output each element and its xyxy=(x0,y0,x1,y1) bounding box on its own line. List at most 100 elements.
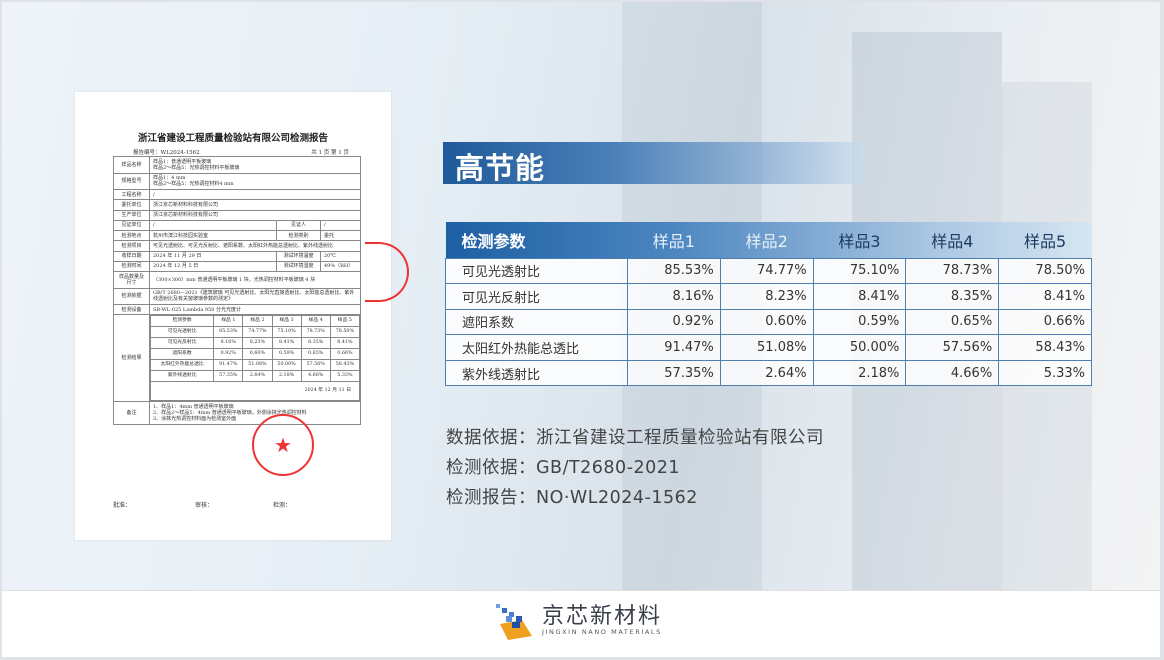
report-key: 检测类别 xyxy=(276,229,321,242)
report-row: 生产单位 浙江京芯新材料科技有限公司 xyxy=(113,209,361,221)
value-cell: 74.77% xyxy=(719,257,814,285)
note-line: 1、样品1：4mm 普通透明平板玻璃 xyxy=(153,403,234,410)
report-key: 备注 xyxy=(113,401,150,425)
subtable-value: 0.59% xyxy=(271,348,302,361)
report-value: / xyxy=(320,219,361,232)
report-row: 检测结果 检测参数 样品 1 样品 2 样品 3 样品 4 样品 5 可见光透射比 85.53%… xyxy=(113,314,361,403)
report-value: 杭州市滨江科技园实验室 xyxy=(149,229,277,242)
report-row: 样品数量及尺寸 （300×300）mm 普通透明平板玻璃 1 块，光热调控材料平板… xyxy=(113,271,361,289)
result-date: 2024 年 12 月 11 日 xyxy=(150,381,360,402)
subtable-value: 57.56% xyxy=(300,359,331,372)
value-cell: 91.47% xyxy=(627,334,721,361)
report-key: 测试环境温度 xyxy=(276,250,321,262)
value-cell: 8.23% xyxy=(719,283,814,310)
param-cell: 太阳红外热能总透比 xyxy=(445,334,628,361)
logo-text-en: JINGXIN NANO MATERIALS xyxy=(542,628,662,636)
header-sample-1: 样品1 xyxy=(652,231,695,251)
table-row: 太阳红外热能总透比 91.47% 51.08% 50.00% 57.56% 58.43% xyxy=(445,334,1092,361)
subtable-param: 太阳红外热能总透比 xyxy=(149,359,215,372)
value-cell: 0.66% xyxy=(998,308,1092,336)
report-results-subtable: 检测参数 样品 1 样品 2 样品 3 样品 4 样品 5 可见光透射比 85.53% 74.7… xyxy=(149,315,361,402)
review-label: 审核： xyxy=(195,502,214,509)
official-stamp: ★ xyxy=(252,414,314,476)
report-row: 检测时间 2024 年 12 月 5 日测试环境湿度 49%（RH） xyxy=(113,260,361,273)
report-key: 检测依据 xyxy=(113,287,150,305)
report-key: 测试环境湿度 xyxy=(276,260,321,273)
value-cell: 78.73% xyxy=(905,257,1000,285)
subtable-header: 样品 1 xyxy=(213,315,244,328)
stamp-partial xyxy=(365,242,409,302)
subtable-value: 78.50% xyxy=(329,326,361,339)
note-line: 2、样品2～样品5：4mm 普通透明平板玻璃，外侧涂抹光热调控材料 xyxy=(153,409,307,416)
report-key: 见证单位 xyxy=(113,219,150,232)
subtable-value: 4.66% xyxy=(300,370,331,383)
subtable-header: 样品 4 xyxy=(300,315,331,328)
value-cell: 8.41% xyxy=(998,283,1092,310)
report-row: 委托单位 浙江京芯新材料科技有限公司 xyxy=(113,199,361,211)
report-key: 生产单位 xyxy=(113,209,150,221)
subtable-value: 2.18% xyxy=(271,370,302,383)
table-row: 遮阳系数 0.92% 0.60% 0.59% 0.65% 0.66% xyxy=(445,308,1092,336)
report-table: 样品名称 样品1：普通透明平板玻璃 样品2～样品5：光热调控材料平板玻璃 规格型号样… xyxy=(113,156,361,425)
subtable-value: 8.16% xyxy=(213,337,244,350)
value-cell: 2.64% xyxy=(719,359,814,387)
report-value: SB-WL-025 Lambda 950 分光光度计 xyxy=(149,303,361,316)
value-cell: 85.53% xyxy=(627,257,721,285)
report-value: 20℃ xyxy=(320,250,361,262)
header-sample-3: 样品3 xyxy=(838,231,881,251)
report-key: 检测项目 xyxy=(113,240,150,252)
subtable-param: 遮阳系数 xyxy=(149,348,215,361)
report-key: 检测设备 xyxy=(113,303,150,316)
subtable-value: 8.41% xyxy=(329,337,361,350)
value-cell: 57.35% xyxy=(627,359,721,387)
subtable-value: 74.77% xyxy=(242,326,273,339)
value-cell: 51.08% xyxy=(719,334,814,361)
subtable-value: 0.65% xyxy=(300,348,331,361)
param-cell: 可见光反射比 xyxy=(445,283,628,310)
value-cell: 8.41% xyxy=(812,283,907,310)
report-value: / xyxy=(149,188,361,201)
value-cell: 8.35% xyxy=(905,283,1000,310)
report-value: （300×300）mm 普通透明平板玻璃 1 块，光热调控材料平板玻璃 4 块 xyxy=(149,271,361,289)
subtable-value: 58.43% xyxy=(329,359,361,372)
report-title: 浙江省建设工程质量检验站有限公司检测报告 xyxy=(137,133,328,144)
subtable-value: 8.35% xyxy=(300,337,331,350)
report-page: 共 1 页 第 1 页 xyxy=(311,150,349,156)
section-title: 高节能 xyxy=(455,151,546,185)
report-key: 样品名称 xyxy=(113,156,150,174)
report-row: 见证单位 / 见证人 / xyxy=(113,219,361,232)
value-cell: 0.92% xyxy=(627,308,721,336)
header-sample-2: 样品2 xyxy=(745,231,788,251)
subtable-param: 紫外线透射比 xyxy=(149,370,215,383)
report-value: 可见光透射比、可见光反射比、遮阳系数、太阳红外热能总透射比、紫外线透射比 xyxy=(149,240,361,252)
company-logo: 京芯新材料 JINGXIN NANO MATERIALS xyxy=(492,602,662,640)
value-cell: 5.33% xyxy=(998,359,1092,387)
header-sample-4: 样品4 xyxy=(931,231,974,251)
value-cell: 8.16% xyxy=(627,283,721,310)
subtable-value: 5.33% xyxy=(329,370,361,383)
subtable-param: 可见光反射比 xyxy=(149,337,215,350)
note-line: 3、涂抹光热调控材料面为检测室外面 xyxy=(153,416,237,423)
subtable-value: 85.53% xyxy=(213,326,244,339)
approve-label: 批准： xyxy=(113,502,132,509)
subtable-value: 0.60% xyxy=(242,348,273,361)
param-cell: 可见光透射比 xyxy=(445,257,628,285)
report-value: / xyxy=(149,219,277,232)
subtable-value: 51.08% xyxy=(242,359,273,372)
value-cell: 0.65% xyxy=(905,308,1000,336)
report-key: 见证人 xyxy=(276,219,321,232)
report-number: 报告编号：WL2024-1562 xyxy=(133,150,200,156)
report-key: 检测时间 xyxy=(113,260,150,273)
subtable-value: 0.66% xyxy=(329,348,361,361)
report-value: 2024 年 11 月 29 日 xyxy=(149,250,277,262)
subtable-value: 2.64% xyxy=(242,370,273,383)
report-row: 检测项目 可见光透射比、可见光反射比、遮阳系数、太阳红外热能总透射比、紫外线透射比 xyxy=(113,240,361,252)
report-value: 49%（RH） xyxy=(320,260,361,273)
report-value: 样品1：普通透明平板玻璃 样品2～样品5：光热调控材料平板玻璃 xyxy=(149,156,361,174)
table-row: 紫外线透射比 57.35% 2.64% 2.18% 4.66% 5.33% xyxy=(445,359,1092,387)
report-value: 2024 年 12 月 5 日 xyxy=(149,260,277,273)
subtable-value: 57.35% xyxy=(213,370,244,383)
report-key: 规格型号 xyxy=(113,172,150,190)
results-table: 检测参数 样品1 样品2 样品3 样品4 样品5 可见光透射比 85.53% 74.… xyxy=(445,222,1092,387)
tester-label: 检测： xyxy=(273,502,292,509)
